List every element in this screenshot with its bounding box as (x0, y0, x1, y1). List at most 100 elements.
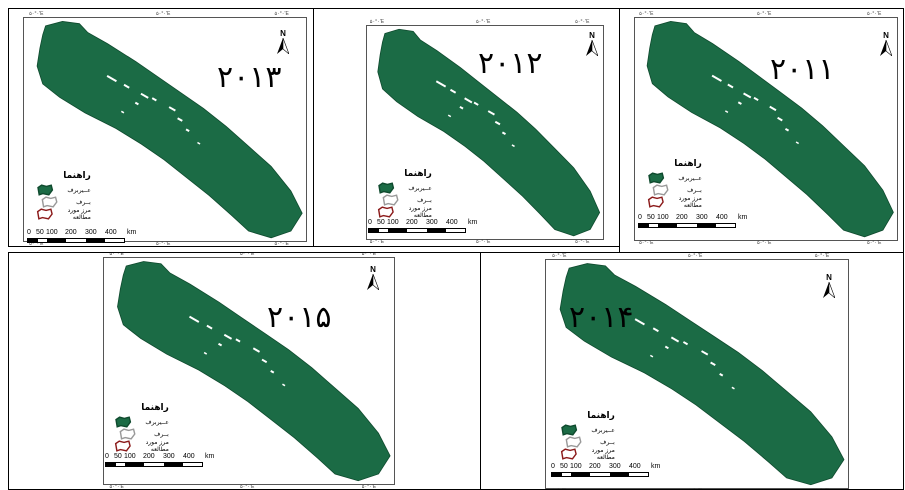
coordinate-label: ۵۰°۰'E (639, 240, 654, 246)
snow-patch (795, 141, 800, 145)
snow-patch (459, 105, 464, 110)
scale-tick-label: 0 (368, 219, 372, 226)
snow-patch (435, 80, 447, 88)
scale-tick-label: 100 (570, 463, 582, 470)
green-polygon-icon (648, 172, 665, 184)
scale-tick-label: 0 (551, 463, 555, 470)
white-polygon-icon (652, 184, 669, 196)
map-frame (366, 25, 604, 240)
red-outline-polygon-icon (114, 440, 131, 452)
snow-patch (494, 120, 501, 126)
legend-item-label: عــیربرف (408, 184, 432, 192)
coordinate-label: ۵۰°۰'E (156, 241, 171, 247)
scale-tick-label: 300 (609, 463, 621, 470)
snow-patch (473, 101, 479, 106)
white-polygon-icon (41, 196, 58, 208)
map-panel-2014: ۵۰°۰'E ۵۰°۰'E ۵۰°۰'E ۵۰°۰'E ۵۰°۰'E ۵۰°۰'E ۲۰۱۴… (480, 252, 904, 490)
legend-item-label: عــیربرف (591, 426, 615, 434)
white-polygon-icon (119, 428, 136, 440)
snow-patch (218, 342, 223, 347)
snow-patch (727, 83, 734, 89)
scale-tick-label: 400 (183, 453, 195, 460)
coordinate-label: ۵۰°۰'E (552, 488, 566, 489)
scale-tick-label: 300 (426, 219, 438, 226)
coordinate-label: ۵۰°۰'E (757, 11, 772, 17)
map-panel-2013: ۵۰°۰'E ۵۰°۰'E ۵۰°۰'E ۵۰°۰'E ۵۰°۰'E ۵۰°۰'E ۲۰۱۳… (8, 8, 315, 247)
snow-patch (177, 117, 183, 122)
legend-item-label: مرز مورد مطالعه (678, 195, 702, 209)
scale-tick-label: 300 (163, 453, 175, 460)
scale-tick-label: 0 (27, 229, 31, 236)
scale-unit: km (651, 463, 661, 470)
coordinate-label: ۵۰°۰'E (361, 484, 377, 490)
scale-tick-label: 100 (657, 214, 669, 221)
map-svg (117, 261, 391, 482)
scale-bar: 0 50 100 200 300 400 km (551, 463, 663, 477)
legend-item: مرز مورد مطالعه (638, 195, 702, 209)
map-legend: راهنما عــیربرف بــرف مرز مورد مطالعه (27, 171, 91, 221)
snow-patch (743, 92, 752, 99)
coordinate-label: ۵۰°۰'E (815, 488, 829, 489)
legend-item: عــیربرف (551, 424, 615, 436)
snow-patch (464, 97, 473, 104)
map-panel-2012: ۵۰°۰'E ۵۰°۰'E ۵۰°۰'E ۵۰°۰'E ۵۰°۰'E ۵۰°۰'E ۲۰۱۲… (313, 8, 621, 247)
snow-patch (724, 110, 729, 114)
snow-patch (634, 318, 645, 326)
lake-polygon (559, 263, 845, 486)
scale-tick-label: 300 (85, 229, 97, 236)
legend-item-label: عــیربرف (145, 418, 169, 426)
legend-item: بــرف (368, 194, 432, 206)
snow-patch (719, 373, 724, 377)
scale-tick-label: 50 (377, 219, 385, 226)
coordinate-label: ۵۰°۰'E (240, 252, 255, 257)
map-legend: راهنما عــیربرف بــرف مرز مورد مطالعه (368, 169, 432, 219)
scale-tick-label: 100 (387, 219, 399, 226)
year-label: ۲۰۱۵ (267, 300, 332, 335)
year-label: ۲۰۱۳ (217, 60, 282, 95)
lake-polygon (36, 21, 303, 239)
coordinate-label: ۵۰°۰'E (552, 253, 567, 259)
legend-item-label: بــرف (600, 438, 615, 446)
snow-patch (701, 350, 709, 356)
snow-patch (261, 358, 268, 364)
legend-item: بــرف (105, 428, 169, 440)
north-arrow: N (277, 29, 290, 56)
scale-bar-graphic (105, 462, 203, 467)
scale-bar-graphic (551, 472, 649, 477)
legend-item-label: عــیربرف (67, 186, 91, 194)
scale-tick-label: 50 (560, 463, 568, 470)
coordinate-label: ۵۰°۰'E (814, 253, 830, 259)
north-arrow-icon (367, 273, 380, 291)
lake-polygon (117, 261, 391, 482)
north-arrow: N (586, 31, 599, 58)
scale-tick-label: 200 (676, 214, 688, 221)
snow-patch (270, 370, 275, 374)
map-svg (377, 28, 601, 237)
north-arrow-icon (586, 39, 599, 57)
scale-unit: km (468, 219, 478, 226)
legend-title: راهنما (141, 403, 169, 413)
legend-item-label: مرز مورد مطالعه (408, 205, 432, 219)
map-svg (559, 263, 845, 486)
coordinate-label: ۵۰°۰'E (109, 484, 124, 490)
green-polygon-icon (378, 182, 395, 194)
lake-polygon (377, 28, 601, 237)
snow-patch (449, 88, 457, 94)
red-outline-polygon-icon (377, 206, 394, 218)
map-svg (646, 21, 894, 238)
scale-tick-label: 200 (65, 229, 77, 236)
legend-item-label: مرز مورد مطالعه (591, 447, 615, 461)
lake-polygon (646, 21, 894, 238)
scale-tick-label: 200 (406, 219, 418, 226)
scale-unit: km (127, 229, 137, 236)
north-arrow-icon (880, 39, 893, 57)
legend-item-label: مرز مورد مطالعه (67, 207, 91, 221)
year-label: ۲۰۱۲ (478, 46, 543, 81)
scale-tick-label: 50 (36, 229, 44, 236)
map-panel-2015: ۵۰°۰'E ۵۰°۰'E ۵۰°۰'E ۵۰°۰'E ۵۰°۰'E ۵۰°۰'E ۲۰۱۵… (8, 252, 482, 490)
snow-patch (134, 101, 139, 106)
legend-item: مرز مورد مطالعه (27, 207, 91, 221)
snow-patch (670, 336, 680, 343)
map-legend: راهنما عــیربرف بــرف مرز مورد مطالعه (551, 411, 615, 461)
north-arrow-icon (277, 37, 290, 55)
